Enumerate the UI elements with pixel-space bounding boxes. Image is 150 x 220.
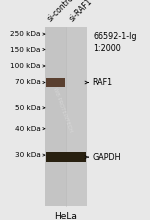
Text: 40 kDa: 40 kDa (15, 126, 41, 132)
Text: GAPDH: GAPDH (92, 153, 121, 161)
Bar (46, 80, 65, 85)
Bar (46, 81, 65, 84)
Text: si-RAF1: si-RAF1 (68, 0, 94, 23)
Text: 70 kDa: 70 kDa (15, 79, 41, 86)
Text: 150 kDa: 150 kDa (10, 46, 41, 53)
Text: si-control: si-control (45, 0, 77, 23)
Bar (46, 78, 65, 87)
Text: 66592-1-Ig
1:2000: 66592-1-Ig 1:2000 (93, 32, 136, 53)
Bar (46, 80, 65, 85)
Bar (46, 79, 65, 86)
Text: WB PROTEINTECH: WB PROTEINTECH (52, 87, 73, 133)
Bar (46, 152, 86, 162)
Text: 250 kDa: 250 kDa (10, 31, 41, 37)
Text: 100 kDa: 100 kDa (10, 63, 41, 69)
Bar (46, 78, 65, 87)
Bar (46, 81, 65, 84)
Bar (46, 79, 65, 86)
Text: 50 kDa: 50 kDa (15, 105, 41, 111)
Text: RAF1: RAF1 (92, 78, 112, 87)
Text: HeLa: HeLa (55, 212, 77, 220)
Bar (66, 28, 87, 206)
Bar (45, 28, 66, 206)
Text: 30 kDa: 30 kDa (15, 152, 41, 158)
